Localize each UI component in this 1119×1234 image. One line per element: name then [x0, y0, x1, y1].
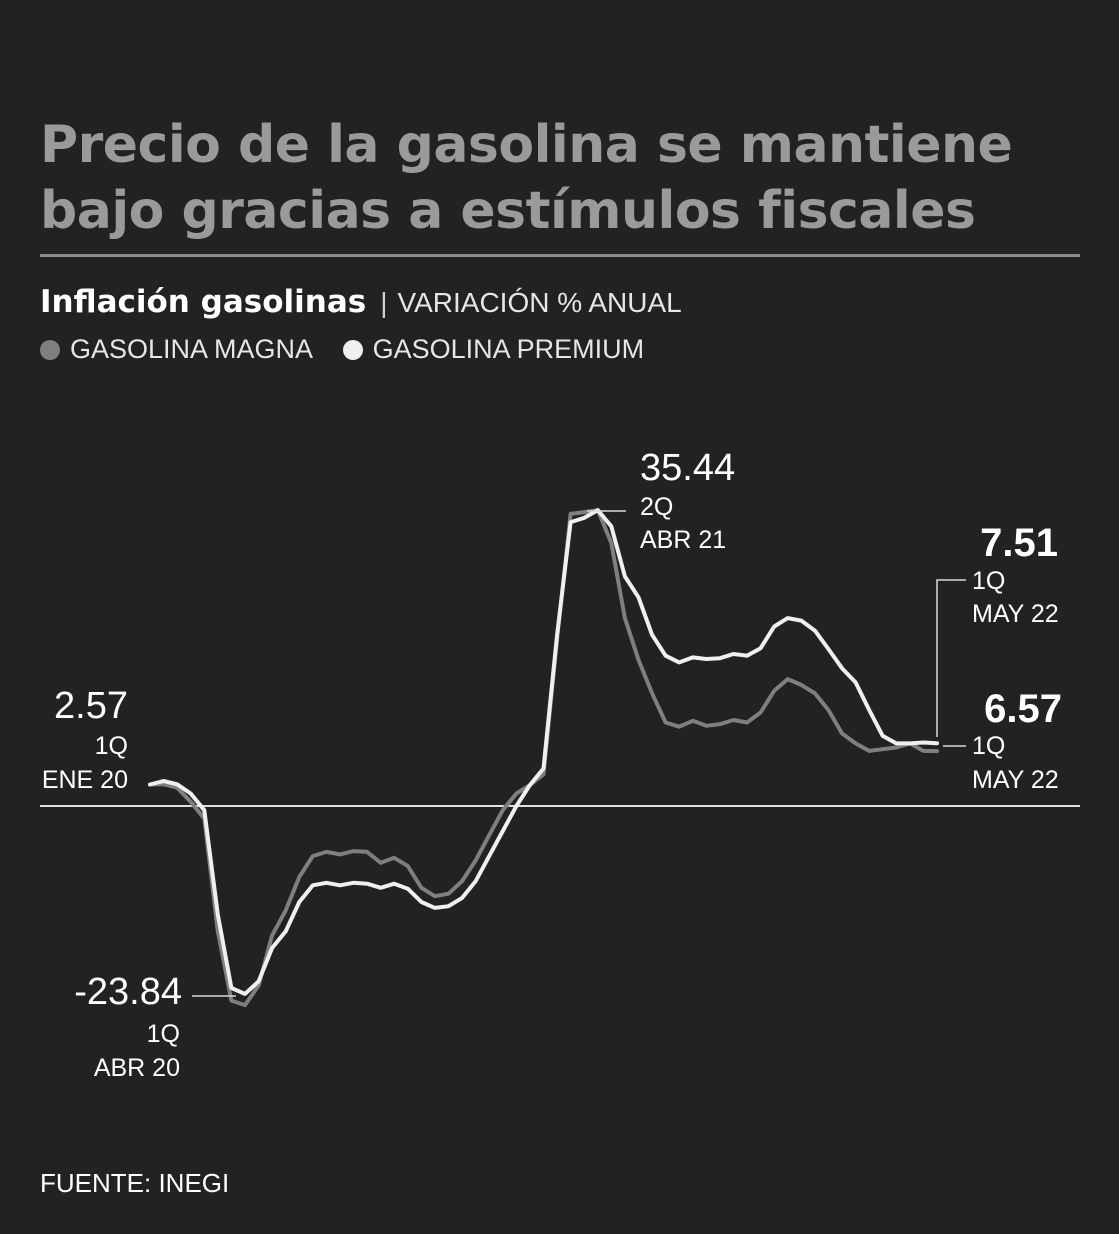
legend-item-magna: GASOLINA MAGNA — [40, 334, 313, 365]
chart-legend: GASOLINA MAGNA GASOLINA PREMIUM — [40, 334, 666, 367]
chart-title: Precio de la gasolina se mantiene bajo g… — [40, 112, 1090, 244]
annotation-start-period: 1Q — [95, 732, 128, 760]
annotation-min-value: -23.84 — [74, 971, 182, 1013]
annotation-min-period: 1Q — [147, 1020, 180, 1048]
title-line-2: bajo gracias a estímulos fiscales — [40, 181, 976, 241]
legend-dot-premium — [342, 339, 363, 360]
annotation-premium-last-date: MAY 22 — [972, 600, 1059, 628]
annotation-max-period: 2Q — [640, 493, 673, 521]
subtitle-separator: | — [380, 287, 388, 318]
annotation-premium-last-value: 7.51 — [980, 521, 1058, 565]
series-layer — [148, 508, 939, 1008]
source-note: FUENTE: INEGI — [40, 1168, 230, 1198]
legend-label-premium: GASOLINA PREMIUM — [372, 334, 645, 364]
annotation-start-value: 2.57 — [54, 685, 128, 727]
annotation-magna-last-period: 1Q — [972, 732, 1005, 760]
annotation-start-date: ENE 20 — [42, 766, 128, 794]
legend-label-magna: GASOLINA MAGNA — [70, 334, 314, 364]
leader-line-premium-last — [936, 579, 966, 737]
annotation-min-date: ABR 20 — [94, 1054, 180, 1082]
title-line-1: Precio de la gasolina se mantiene — [40, 115, 1013, 175]
chart-subtitle: Inflación gasolinas | VARIACIÓN % ANUAL — [40, 284, 682, 320]
subtitle-unit: VARIACIÓN % ANUAL — [397, 287, 682, 318]
annotation-max-value: 35.44 — [640, 447, 735, 489]
series-line-premium — [148, 508, 939, 996]
annotation-magna-last-value: 6.57 — [984, 687, 1062, 731]
legend-item-premium: GASOLINA PREMIUM — [342, 334, 645, 365]
subtitle-label: Inflación gasolinas — [40, 284, 367, 320]
legend-dot-magna — [40, 339, 60, 360]
annotation-magna-last-date: MAY 22 — [972, 766, 1059, 794]
series-line-magna — [148, 508, 939, 1008]
annotation-max-date: ABR 21 — [640, 526, 726, 554]
annotation-premium-last-period: 1Q — [972, 567, 1005, 595]
title-divider — [40, 254, 1080, 257]
